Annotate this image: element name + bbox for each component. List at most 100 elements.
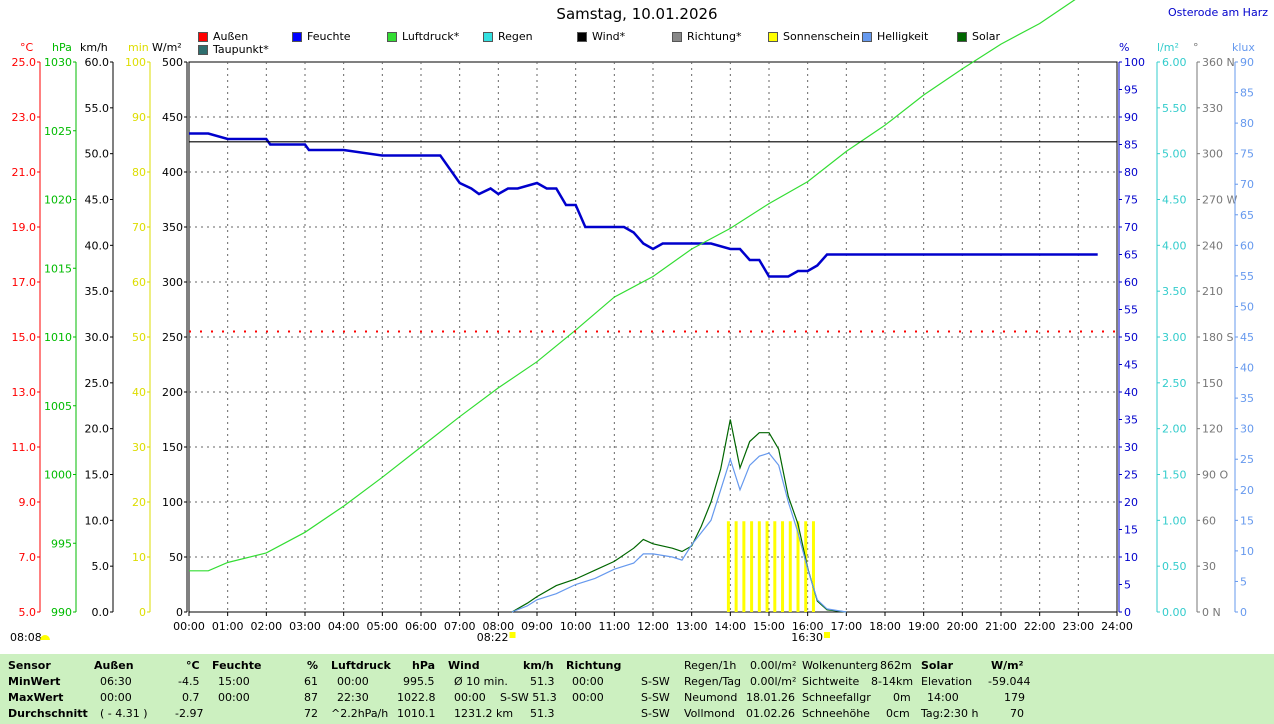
- x-axis-tick-label: 12:00: [637, 620, 669, 633]
- left-axis-tick-label: 250: [162, 331, 183, 344]
- stats-cloudbase-value: 862m: [880, 659, 912, 672]
- legend-swatch: [292, 32, 302, 42]
- right-axis-tick-label: 360 N: [1202, 56, 1235, 69]
- left-axis-tick-label: 60.0: [85, 56, 110, 69]
- left-axis-tick-label: 25.0: [12, 56, 37, 69]
- left-axis-unit: min: [128, 41, 149, 54]
- stats-max-richtung-value: S-SW: [641, 691, 670, 704]
- left-axis-tick-label: 1015: [44, 262, 72, 275]
- right-axis-tick-label: 90: [1124, 111, 1138, 124]
- x-axis-tick-label: 10:00: [560, 620, 592, 633]
- sunshine-bar: [734, 521, 738, 612]
- stats-avg-luftdruck-trend: ^2.2hPa/h: [331, 707, 389, 720]
- stats-avg-luftdruck-value: 1010.1: [397, 707, 436, 720]
- stats-min-aussen-value: -4.5: [178, 675, 200, 688]
- left-axis-tick-label: 40.0: [85, 239, 110, 252]
- stats-solar-unit: W/m²: [991, 659, 1024, 672]
- last-sun-icon: [824, 632, 830, 638]
- stats-snowdepth-value: 0cm: [886, 707, 910, 720]
- x-axis-tick-label: 11:00: [598, 620, 630, 633]
- stats-max-wind-value: S-SW 51.3: [500, 691, 557, 704]
- right-axis-tick-label: 60: [1240, 239, 1254, 252]
- stats-min-wind-label: Ø 10 min.: [454, 675, 508, 688]
- right-axis-tick-label: 1.00: [1162, 514, 1187, 527]
- left-axis-tick-label: 20: [132, 496, 146, 509]
- right-axis-unit: l/m²: [1157, 41, 1179, 54]
- right-axis-tick-label: 10: [1124, 551, 1138, 564]
- stats-feuchte-label: Feuchte: [212, 659, 262, 672]
- legend-label: Solar: [972, 30, 1001, 43]
- stats-solar-day-label: Tag:2:30 h: [921, 707, 979, 720]
- right-axis-tick-label: 2.50: [1162, 377, 1187, 390]
- right-axis-tick-label: 30: [1124, 441, 1138, 454]
- stats-min-aussen-time: 06:30: [100, 675, 132, 688]
- x-axis-tick-label: 17:00: [830, 620, 862, 633]
- right-axis-unit: klux: [1232, 41, 1255, 54]
- chart-title: Samstag, 10.01.2026: [556, 5, 718, 23]
- right-axis-tick-label: 70: [1124, 221, 1138, 234]
- left-axis-tick-label: 50: [132, 331, 146, 344]
- stats-richtung-label: Richtung: [566, 659, 622, 672]
- left-axis-tick-label: 50.0: [85, 148, 110, 161]
- stats-rain-day-value: 0.00l/m²: [750, 675, 797, 688]
- left-axis-tick-label: 10: [132, 551, 146, 564]
- legend-label: Sonnenschein: [783, 30, 860, 43]
- legend-swatch: [957, 32, 967, 42]
- left-axis-tick-label: 5.0: [19, 606, 37, 619]
- x-axis-tick-label: 14:00: [714, 620, 746, 633]
- series-line-solar: [511, 419, 847, 613]
- left-axis-tick-label: 995: [51, 537, 72, 550]
- legend-swatch: [483, 32, 493, 42]
- x-axis-tick-label: 23:00: [1062, 620, 1094, 633]
- left-axis-tick-label: 300: [162, 276, 183, 289]
- stats-avg-wind-value: 51.3: [530, 707, 555, 720]
- stats-min-luftdruck-value: 995.5: [403, 675, 435, 688]
- right-axis-tick-label: 180 S: [1202, 331, 1233, 344]
- legend-label: Luftdruck*: [402, 30, 460, 43]
- stats-fullmoon-label: Vollmond: [684, 707, 735, 720]
- right-axis-tick-label: 5: [1240, 575, 1247, 588]
- right-axis-tick-label: 25: [1124, 469, 1138, 482]
- left-axis-tick-label: 0.0: [92, 606, 110, 619]
- x-axis-tick-label: 00:00: [173, 620, 205, 633]
- left-axis-tick-label: 1005: [44, 400, 72, 413]
- sunshine-bar: [811, 521, 815, 612]
- legend-swatch: [672, 32, 682, 42]
- legend-label: Außen: [213, 30, 249, 43]
- stats-max-label: MaxWert: [8, 691, 64, 704]
- left-axis-tick-label: 150: [162, 441, 183, 454]
- stats-snowline-label: Schneefallgr: [802, 691, 871, 704]
- stats-aussen-label: Außen: [94, 659, 134, 672]
- left-axis-tick-label: 350: [162, 221, 183, 234]
- left-axis-tick-label: 990: [51, 606, 72, 619]
- sunshine-bar: [726, 521, 730, 612]
- right-axis-tick-label: 75: [1240, 148, 1254, 161]
- sunshine-bar: [781, 521, 785, 612]
- right-axis-unit: %: [1119, 41, 1129, 54]
- right-axis-tick-label: 90: [1240, 56, 1254, 69]
- right-axis-tick-label: 3.00: [1162, 331, 1187, 344]
- stats-rain-day-label: Regen/Tag: [684, 675, 741, 688]
- right-axis-tick-label: 0: [1124, 606, 1131, 619]
- stats-min-luftdruck-time: 00:00: [337, 675, 369, 688]
- location-link[interactable]: Osterode am Harz: [1168, 6, 1268, 19]
- right-axis-tick-label: 0.50: [1162, 560, 1187, 573]
- first-sun-icon: [509, 632, 516, 638]
- last-sun-label: 16:30: [791, 631, 823, 644]
- stats-avg-aussen-value: -2.97: [175, 707, 204, 720]
- right-axis-tick-label: 6.00: [1162, 56, 1187, 69]
- right-axis-tick-label: 100: [1124, 56, 1145, 69]
- stats-max-aussen-time: 00:00: [100, 691, 132, 704]
- right-axis-tick-label: 10: [1240, 545, 1254, 558]
- right-axis-tick-label: 120: [1202, 423, 1223, 436]
- left-axis-tick-label: 0: [139, 606, 146, 619]
- stats-max-luftdruck-time: 22:30: [337, 691, 369, 704]
- right-axis-tick-label: 65: [1240, 209, 1254, 222]
- left-axis-tick-label: 0: [176, 606, 183, 619]
- x-axis-tick-label: 13:00: [676, 620, 708, 633]
- stats-aussen-unit: °C: [186, 659, 200, 672]
- stats-min-label: MinWert: [8, 675, 61, 688]
- x-axis-tick-label: 19:00: [908, 620, 940, 633]
- left-axis-tick-label: 25.0: [85, 377, 110, 390]
- right-axis-tick-label: 95: [1124, 84, 1138, 97]
